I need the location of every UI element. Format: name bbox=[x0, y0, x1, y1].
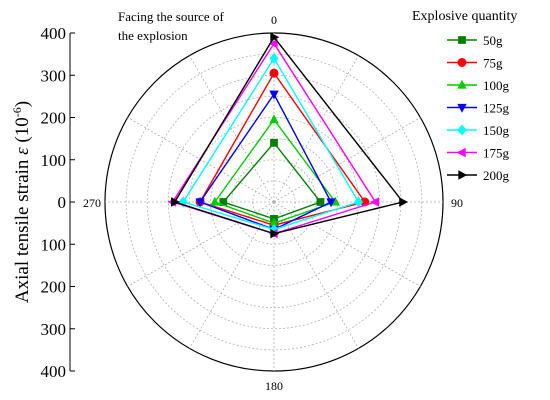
grid-spoke bbox=[189, 55, 275, 203]
angle-label-90: 90 bbox=[451, 196, 463, 210]
data-point-100g-0 bbox=[269, 114, 279, 124]
legend-marker bbox=[458, 170, 468, 180]
legend-item-150g: 150g bbox=[447, 123, 510, 138]
angle-label-270: 270 bbox=[83, 196, 101, 210]
legend-marker bbox=[457, 79, 467, 89]
legend-label: 150g bbox=[483, 123, 510, 138]
angle-labels: 0 90 180 270 bbox=[83, 13, 463, 393]
data-point-125g-270 bbox=[195, 198, 205, 208]
legend-item-200g: 200g bbox=[447, 168, 510, 183]
data-point-200g-180 bbox=[270, 228, 280, 239]
data-point-175g-0 bbox=[268, 38, 278, 49]
series-line-125g bbox=[198, 92, 332, 231]
legend-marker bbox=[458, 36, 466, 44]
grid-spoke bbox=[273, 117, 421, 203]
angle-label-180: 180 bbox=[265, 379, 283, 393]
legend: 50g 75g 100g 125g 150g 175g 200g bbox=[447, 33, 510, 183]
grid-spoke bbox=[127, 201, 275, 287]
legend-marker bbox=[457, 57, 467, 67]
radial-tick-label: 0 bbox=[58, 193, 67, 212]
data-point-100g-270 bbox=[210, 196, 220, 206]
radial-tick-label: 300 bbox=[41, 320, 67, 339]
legend-label: 125g bbox=[483, 101, 510, 116]
data-point-150g-0 bbox=[269, 52, 279, 64]
radial-tick-label: 400 bbox=[41, 24, 67, 43]
data-point-200g-0 bbox=[270, 32, 280, 42]
radial-tick-label: 400 bbox=[41, 362, 67, 381]
y-axis-title: Axial tensile strain ε (10-6) bbox=[10, 101, 33, 303]
legend-item-75g: 75g bbox=[447, 56, 503, 71]
data-point-125g-0 bbox=[269, 90, 279, 100]
data-point-50g-90 bbox=[316, 198, 325, 206]
legend-marker bbox=[457, 103, 467, 113]
legend-marker bbox=[456, 147, 466, 158]
legend-item-125g: 125g bbox=[447, 101, 510, 116]
polar-grid bbox=[104, 32, 444, 372]
radial-tick-label: 100 bbox=[41, 235, 67, 254]
legend-label: 175g bbox=[483, 146, 510, 161]
grid-spoke bbox=[273, 201, 359, 349]
series-200g bbox=[171, 32, 409, 239]
series-100g bbox=[210, 114, 340, 227]
grid-ring bbox=[231, 159, 317, 245]
data-point-200g-270 bbox=[171, 197, 180, 207]
legend-label: 75g bbox=[483, 56, 503, 71]
data-point-200g-90 bbox=[399, 197, 409, 207]
angle-label-0: 0 bbox=[271, 13, 277, 27]
radial-tick-label: 300 bbox=[41, 66, 67, 85]
legend-marker bbox=[457, 124, 467, 136]
radial-tick-label: 200 bbox=[41, 109, 67, 128]
legend-label: 200g bbox=[483, 168, 510, 183]
grid-spoke bbox=[189, 201, 275, 349]
legend-label: 50g bbox=[483, 33, 503, 48]
radial-tick-label: 200 bbox=[41, 278, 67, 297]
grid-spoke bbox=[273, 201, 421, 287]
legend-label: 100g bbox=[483, 78, 510, 93]
legend-item-175g: 175g bbox=[447, 146, 510, 161]
radial-ticks: 400 300 200 100 0 100 200 300 400 bbox=[41, 24, 75, 381]
annotation-line-2: the explosion bbox=[118, 28, 188, 43]
data-point-125g-90 bbox=[326, 198, 336, 208]
data-point-150g-90 bbox=[353, 196, 364, 208]
legend-item-100g: 100g bbox=[447, 78, 510, 93]
radial-axis: 400 300 200 100 0 100 200 300 400 bbox=[41, 24, 75, 381]
data-point-50g-0 bbox=[270, 138, 278, 147]
legend-item-50g: 50g bbox=[447, 33, 503, 48]
data-point-75g-0 bbox=[269, 68, 279, 78]
annotation-line-1: Facing the source of bbox=[118, 9, 224, 24]
series-layer bbox=[167, 32, 409, 239]
radial-tick-label: 100 bbox=[41, 151, 67, 170]
legend-title: Explosive quantity bbox=[412, 9, 517, 24]
data-point-175g-90 bbox=[370, 197, 380, 207]
